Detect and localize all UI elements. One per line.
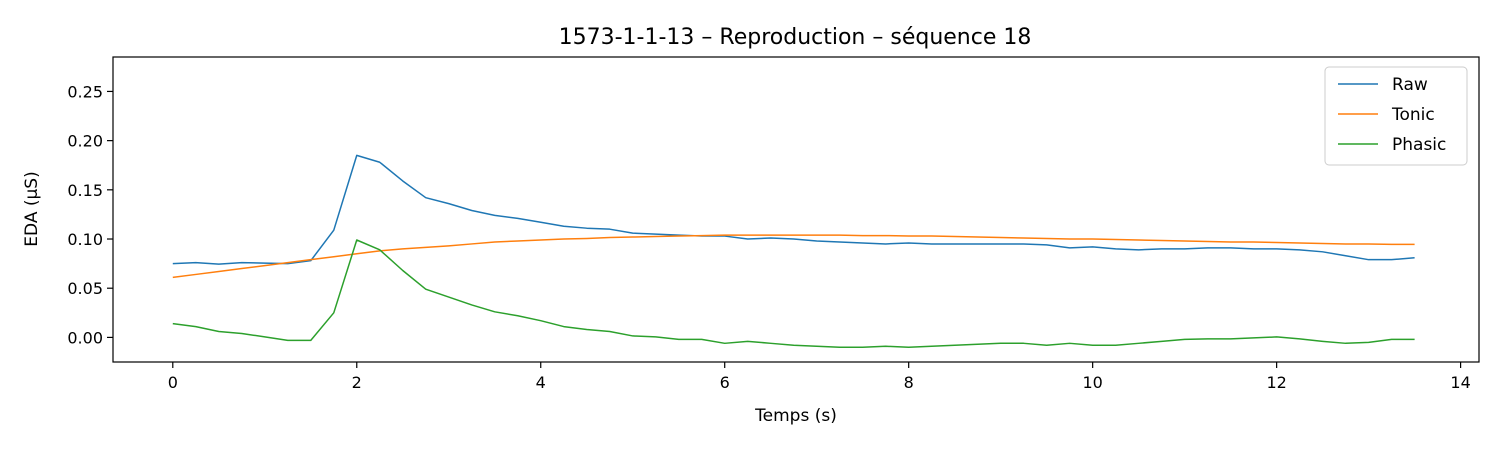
chart-title: 1573-1-1-13 – Reproduction – séquence 18 (559, 25, 1032, 50)
legend-label-raw: Raw (1392, 75, 1428, 95)
x-tick-label: 4 (536, 373, 546, 392)
x-tick-label: 0 (168, 373, 178, 392)
series-line-raw (172, 154, 1415, 265)
series-line-phasic (172, 239, 1415, 348)
y-tick-label: 0.10 (67, 230, 103, 249)
y-tick-label: 0.20 (67, 132, 103, 151)
x-axis: 0 2 4 6 8 10 12 14 (168, 362, 1471, 392)
x-tick-label: 14 (1450, 373, 1470, 392)
plot-area: 0 2 4 6 8 10 12 14 0.00 0.05 0.10 0.15 0.20 0.25 (67, 56, 1480, 392)
x-axis-label: Temps (s) (754, 406, 837, 426)
y-tick-label: 0.05 (67, 279, 103, 298)
x-tick-label: 10 (1082, 373, 1102, 392)
x-tick-label: 2 (352, 373, 362, 392)
y-tick-label: 0.00 (67, 328, 103, 347)
x-tick-label: 12 (1266, 373, 1286, 392)
y-axis: 0.00 0.05 0.10 0.15 0.20 0.25 (67, 82, 113, 347)
legend-box (1324, 66, 1468, 166)
legend-label-phasic: Phasic (1392, 135, 1446, 155)
y-axis-label: EDA (µS) (22, 171, 42, 246)
x-tick-label: 8 (904, 373, 914, 392)
y-tick-label: 0.25 (67, 82, 103, 101)
legend: Raw Tonic Phasic (1324, 66, 1468, 166)
x-tick-label: 6 (720, 373, 730, 392)
legend-label-tonic: Tonic (1391, 105, 1435, 125)
y-tick-label: 0.15 (67, 181, 103, 200)
plot-frame (112, 56, 1480, 363)
series-layer (172, 154, 1415, 348)
